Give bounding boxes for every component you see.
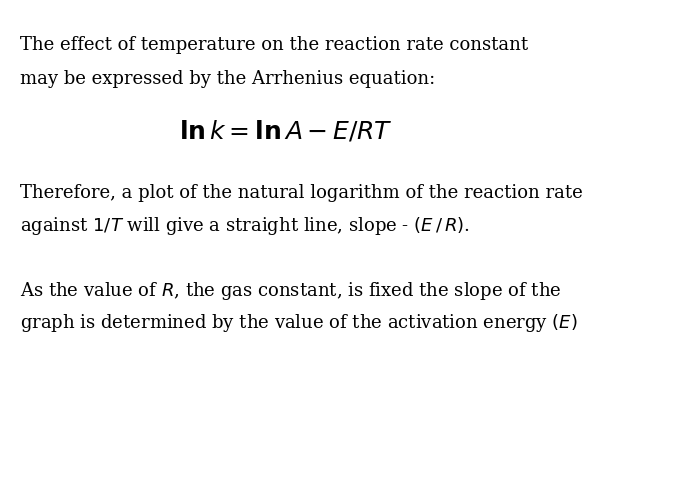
Text: may be expressed by the Arrhenius equation:: may be expressed by the Arrhenius equati… [20,70,436,88]
Text: As the value of $\mathit{R}$, the gas constant, is fixed the slope of the: As the value of $\mathit{R}$, the gas co… [20,280,562,302]
Text: $\mathbf{ln}\, \mathbf{\mathit{k}} = \mathbf{ln}\, \mathbf{\mathit{A}} - \mathbf: $\mathbf{ln}\, \mathbf{\mathit{k}} = \ma… [179,118,392,143]
Text: Therefore, a plot of the natural logarithm of the reaction rate: Therefore, a plot of the natural logarit… [20,184,583,201]
Text: The effect of temperature on the reaction rate constant: The effect of temperature on the reactio… [20,36,528,54]
Text: graph is determined by the value of the activation energy $\mathit{(E)}$: graph is determined by the value of the … [20,312,578,334]
Text: against $\mathit{1/T}$ will give a straight line, slope - $\mathit{(E\,/\,R)}$.: against $\mathit{1/T}$ will give a strai… [20,215,470,237]
